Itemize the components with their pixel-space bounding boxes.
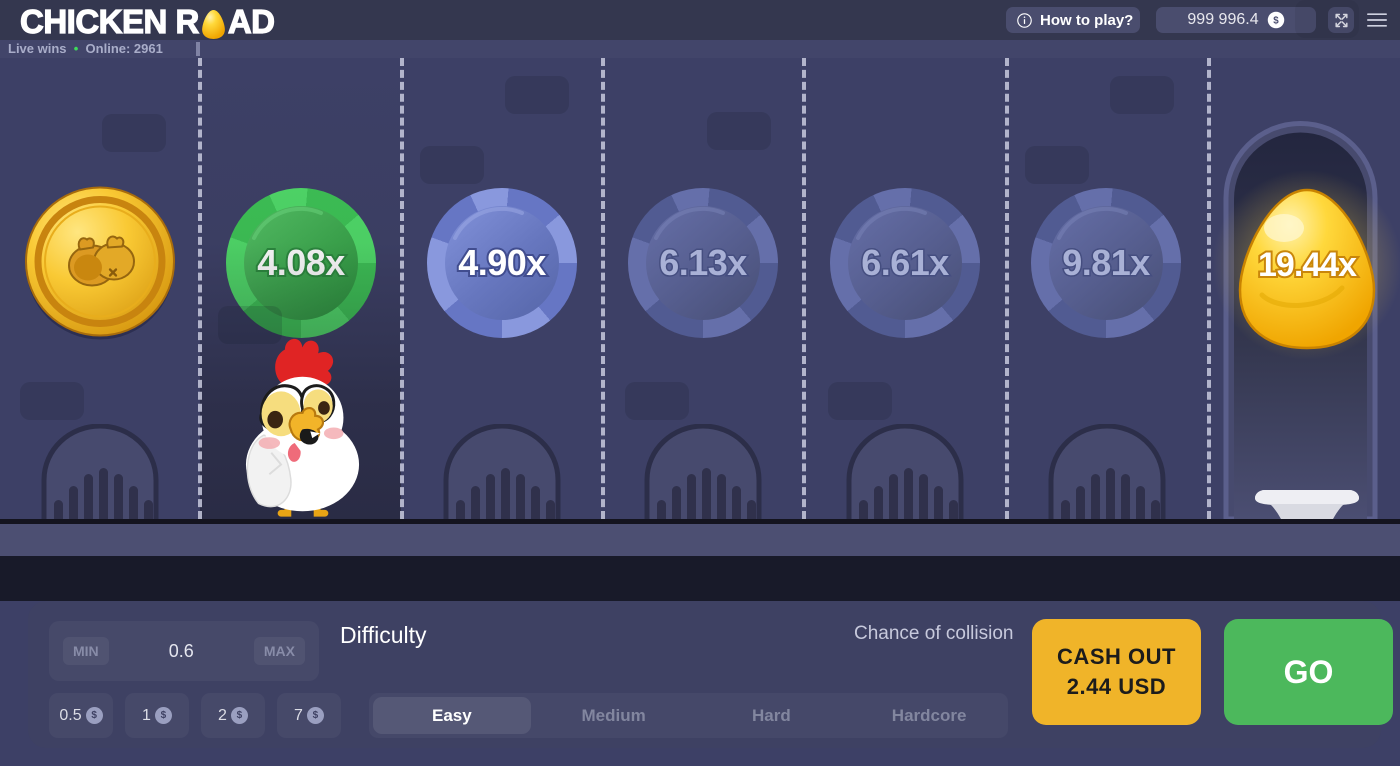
svg-text:$: $ bbox=[1273, 15, 1279, 26]
